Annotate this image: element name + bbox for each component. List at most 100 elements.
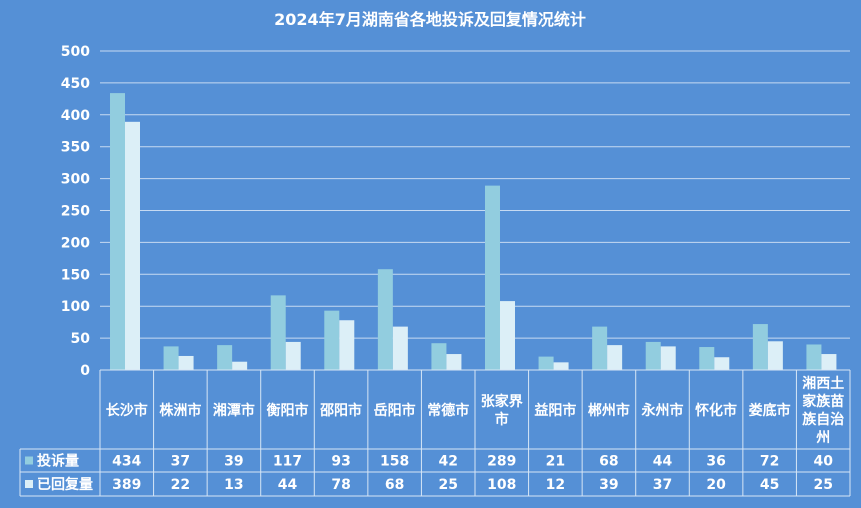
bar-replies xyxy=(821,354,837,370)
x-tick-label: 张家界市 xyxy=(481,393,524,428)
bar-replies xyxy=(607,345,623,370)
data-label: 158 xyxy=(380,454,409,470)
bar-complaints xyxy=(110,93,125,370)
bar-replies xyxy=(767,341,783,370)
x-tick-label-line: 怀化市 xyxy=(695,402,737,419)
data-label: 13 xyxy=(224,477,243,493)
x-tick-label-line: 州 xyxy=(815,430,830,446)
data-label: 12 xyxy=(546,477,565,493)
bar-complaints xyxy=(270,295,286,370)
bar-replies xyxy=(714,357,730,370)
x-tick-label-line: 族自治 xyxy=(802,411,844,428)
chart-title: 2024年7月湖南省各地投诉及回复情况统计 xyxy=(274,10,586,29)
x-tick-label: 株洲市 xyxy=(159,402,201,419)
data-label: 68 xyxy=(385,477,404,493)
grid xyxy=(100,50,850,371)
data-label: 40 xyxy=(813,454,833,470)
y-tick-label: 150 xyxy=(61,267,90,283)
bar-replies xyxy=(178,355,194,370)
data-label: 68 xyxy=(599,454,618,470)
data-label: 37 xyxy=(171,454,190,470)
data-label: 117 xyxy=(273,454,302,470)
data-label: 72 xyxy=(760,454,779,470)
bar-complaints xyxy=(806,344,822,370)
y-tick-label: 50 xyxy=(71,331,91,347)
y-tick-label: 250 xyxy=(61,204,90,220)
x-tick-label-line: 邵阳市 xyxy=(319,402,362,419)
bar-replies xyxy=(232,361,248,370)
data-label: 36 xyxy=(706,454,725,470)
data-label: 21 xyxy=(546,454,565,470)
x-tick-label-line: 长沙市 xyxy=(106,402,148,419)
x-tick-label-line: 益阳市 xyxy=(534,402,576,419)
data-label: 434 xyxy=(112,454,141,470)
x-tick-label: 常德市 xyxy=(427,402,469,419)
y-tick-label: 450 xyxy=(61,76,90,92)
legend-key xyxy=(25,480,33,488)
bar-complaints xyxy=(752,324,768,370)
y-tick-label: 0 xyxy=(80,363,90,379)
x-tick-label: 邵阳市 xyxy=(319,402,362,419)
x-tick-label-line: 郴州市 xyxy=(588,402,630,419)
x-tick-label-line: 岳阳市 xyxy=(374,402,416,419)
data-label: 389 xyxy=(112,477,141,493)
x-tick-label-line: 衡阳市 xyxy=(267,402,309,419)
data-label: 25 xyxy=(438,477,457,493)
x-tick-label: 娄底市 xyxy=(749,402,791,419)
bar-complaints xyxy=(645,341,661,370)
data-label: 22 xyxy=(171,477,190,493)
x-tick-label: 衡阳市 xyxy=(267,402,309,419)
data-label: 93 xyxy=(331,454,350,470)
bar-replies xyxy=(446,354,462,370)
bar-replies xyxy=(339,320,355,370)
legend-label: 已回复量 xyxy=(37,476,93,493)
y-tick-label: 200 xyxy=(61,235,90,251)
data-label: 25 xyxy=(813,477,832,493)
bar-complaints xyxy=(163,346,179,370)
y-tick-label: 400 xyxy=(61,108,90,124)
x-tick-label-line: 湘潭市 xyxy=(213,402,255,419)
bar-complaints xyxy=(592,326,608,370)
x-tick-label: 岳阳市 xyxy=(374,402,416,419)
data-label: 45 xyxy=(760,477,779,493)
legend-key xyxy=(25,456,33,465)
x-tick-label-line: 张家界 xyxy=(481,393,524,410)
y-tick-label: 100 xyxy=(61,299,90,315)
data-label: 20 xyxy=(706,477,726,493)
bar-complaints xyxy=(431,343,447,370)
x-tick-label-line: 家族苗 xyxy=(802,393,844,410)
x-tick-label: 益阳市 xyxy=(534,402,576,419)
bar-complaints xyxy=(699,347,715,370)
x-tick-label: 长沙市 xyxy=(106,402,148,419)
x-tick-label: 怀化市 xyxy=(695,402,737,419)
bar-replies xyxy=(392,326,408,370)
x-tick-label: 湘潭市 xyxy=(213,402,255,419)
bar-complaints xyxy=(217,345,233,370)
x-tick-label: 郴州市 xyxy=(588,402,630,419)
x-tick-label-line: 娄底市 xyxy=(749,402,791,419)
bar-replies xyxy=(285,341,301,370)
x-tick-label-line: 永州市 xyxy=(641,402,684,419)
legend-label: 投诉量 xyxy=(37,453,79,470)
bar-replies xyxy=(660,346,676,370)
y-tick-label: 350 xyxy=(61,140,90,156)
data-label: 42 xyxy=(438,454,457,470)
bar-replies xyxy=(553,362,569,370)
y-axis: 0 50 100 150 200 250 300 350 400 450 500 xyxy=(61,44,90,379)
bar-replies xyxy=(500,301,515,370)
data-label: 39 xyxy=(599,477,618,493)
y-tick-label: 300 xyxy=(61,172,90,188)
data-label: 78 xyxy=(331,477,350,493)
data-label: 37 xyxy=(653,477,672,493)
x-tick-label-line: 市 xyxy=(495,411,509,428)
bar-complaints xyxy=(538,356,554,370)
bar-replies xyxy=(125,121,140,371)
x-tick-label-line: 常德市 xyxy=(427,402,469,419)
data-label: 44 xyxy=(653,454,673,470)
bar-complaints xyxy=(377,269,393,370)
x-tick-label: 永州市 xyxy=(641,402,684,419)
y-tick-label: 500 xyxy=(61,44,90,60)
